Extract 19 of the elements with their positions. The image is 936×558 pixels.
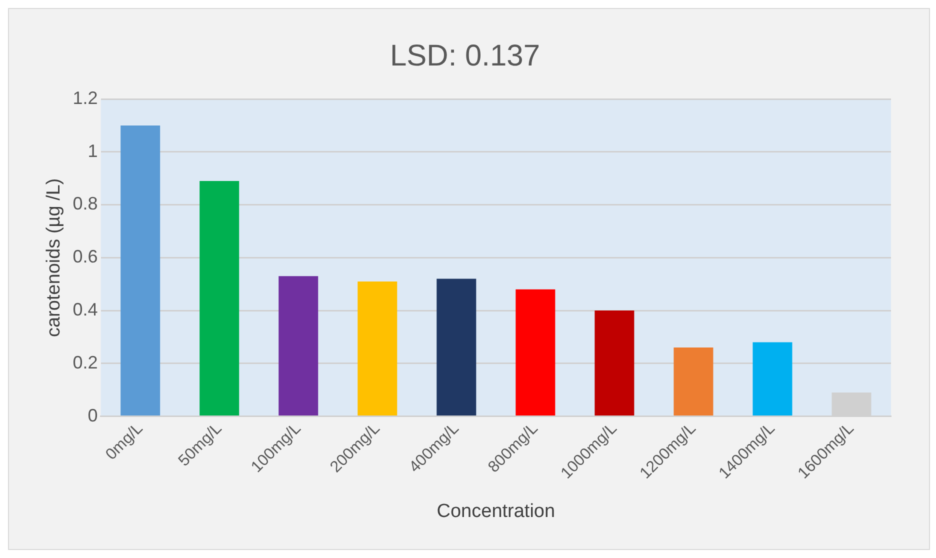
y-tick-label: 0.4 bbox=[72, 300, 98, 320]
x-axis-title: Concentration bbox=[436, 500, 556, 522]
y-tick-label: 0 bbox=[88, 405, 98, 426]
y-tick-label: 0.8 bbox=[72, 194, 98, 214]
bar bbox=[436, 278, 476, 416]
y-axis-title: carotenoids (µg /L) bbox=[44, 178, 65, 338]
bar bbox=[200, 180, 240, 416]
y-tick-label: 0.6 bbox=[72, 246, 98, 267]
bar bbox=[120, 125, 160, 416]
bar bbox=[594, 310, 634, 416]
chart-title: LSD: 0.137 bbox=[390, 39, 540, 72]
y-tick-label: 1 bbox=[88, 140, 98, 161]
y-tick-label: 1.2 bbox=[72, 88, 98, 108]
bar bbox=[752, 342, 792, 416]
y-tick-label: 0.2 bbox=[72, 352, 98, 372]
bar bbox=[674, 348, 714, 416]
bar bbox=[516, 289, 556, 416]
bar bbox=[358, 281, 398, 416]
bar bbox=[278, 276, 318, 416]
